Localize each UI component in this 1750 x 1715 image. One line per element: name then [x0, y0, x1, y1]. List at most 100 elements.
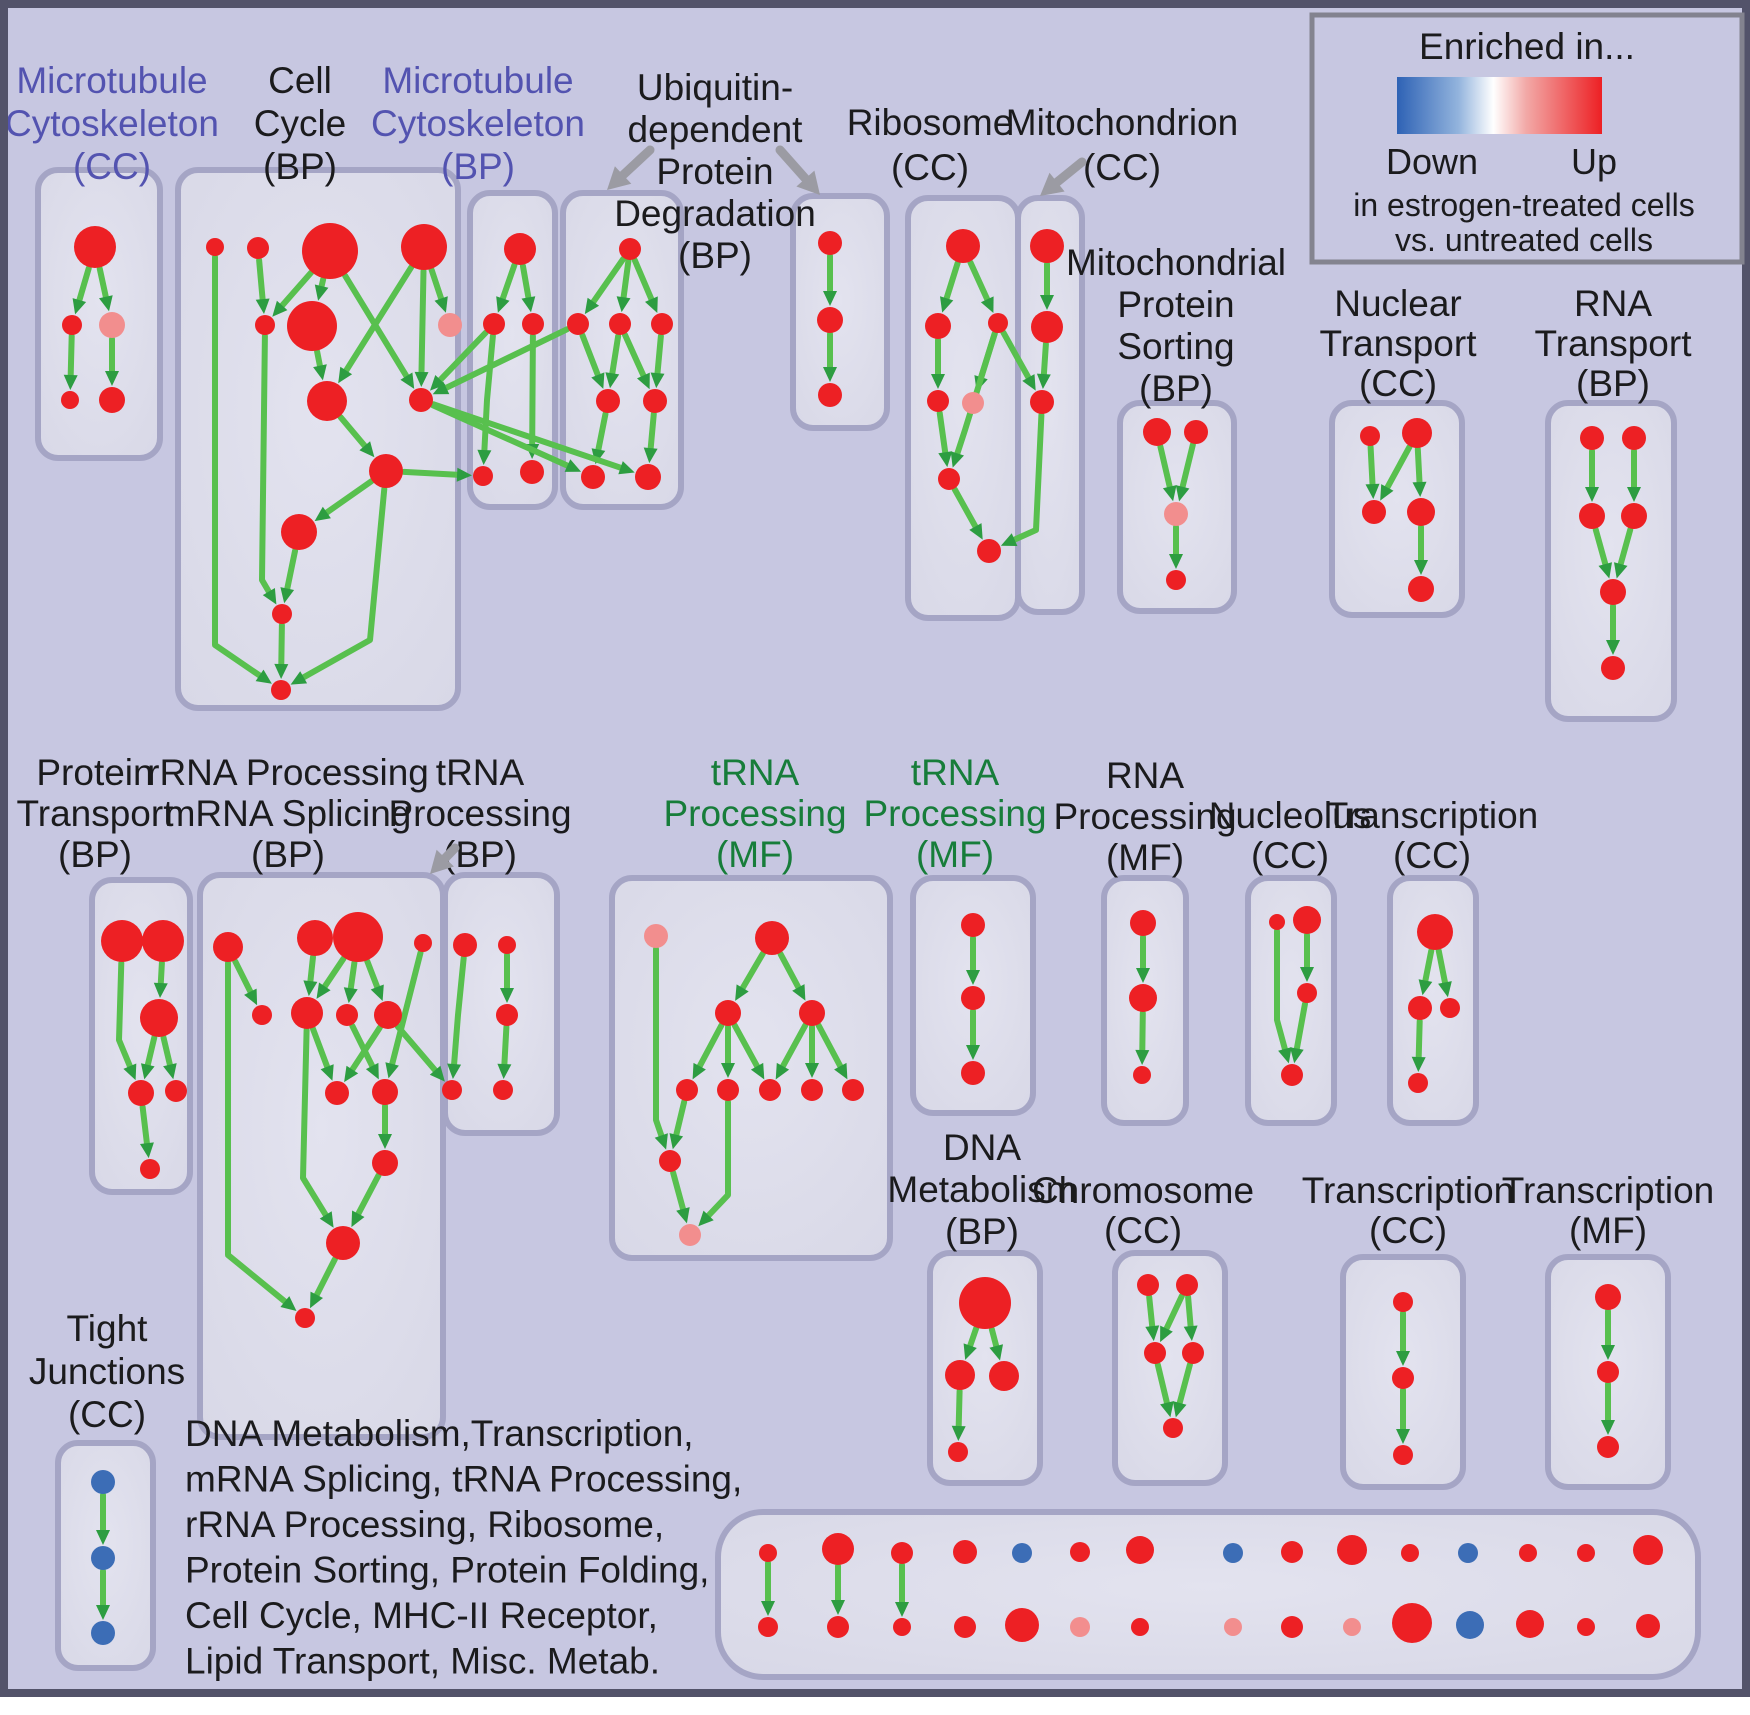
cluster-label: (BP) [263, 146, 337, 187]
go-term-node [1597, 1436, 1619, 1458]
cluster-label: Tight [67, 1308, 149, 1349]
edge-arrowhead-icon [584, 297, 600, 315]
cluster-box-nuc-transport [1329, 400, 1465, 618]
edge-arrowhead-icon [645, 296, 658, 313]
edge-arrowhead-icon [314, 506, 331, 522]
go-term-node [659, 1150, 681, 1172]
go-term-node [302, 223, 358, 279]
edge-arrowhead-icon [676, 1207, 690, 1224]
relation-edge [157, 960, 165, 986]
go-term-node [336, 1004, 358, 1026]
relation-edge [144, 1034, 158, 1068]
relation-edge [212, 254, 263, 679]
edge-arrowhead-icon [96, 1605, 110, 1620]
cluster-label: Protein [36, 752, 153, 793]
go-term-node [1417, 914, 1453, 950]
go-term-node [1577, 1544, 1595, 1562]
go-term-node [643, 389, 667, 413]
edge-arrowhead-icon [895, 1602, 909, 1617]
relation-edge [529, 333, 536, 447]
edge-arrowhead-icon [735, 984, 749, 1001]
go-term-node [369, 454, 403, 488]
go-term-node [1360, 426, 1380, 446]
relation-edge [160, 1034, 173, 1068]
cluster-label: (CC) [73, 146, 151, 187]
go-term-node [91, 1470, 115, 1494]
go-term-node [715, 1000, 741, 1026]
relation-edge [622, 331, 647, 379]
go-term-node [1408, 576, 1434, 602]
edge-arrowhead-icon [1135, 1049, 1150, 1065]
edge-arrowhead-icon [255, 298, 270, 314]
go-term-node [581, 465, 605, 489]
relation-edge [1435, 947, 1448, 986]
go-term-node [473, 466, 493, 486]
edge-arrowhead-icon [123, 1063, 137, 1081]
relation-edge [318, 276, 327, 290]
go-term-node [1137, 1274, 1159, 1296]
go-term-node [1281, 1541, 1303, 1563]
go-term-node [1126, 1536, 1154, 1564]
relation-edge [1185, 1294, 1194, 1330]
edge-arrowhead-icon [1022, 374, 1036, 391]
go-term-node [961, 986, 985, 1010]
edge-arrowhead-icon [1418, 979, 1433, 996]
go-term-node [74, 226, 116, 268]
cluster-box-misc [715, 1509, 1701, 1680]
edge-arrowhead-icon [989, 1344, 1003, 1361]
go-term-node [961, 1061, 985, 1085]
edge-arrowhead-icon [938, 451, 953, 468]
go-term-node [1600, 579, 1626, 605]
edge-arrowhead-icon [319, 1211, 334, 1228]
go-term-node [758, 1617, 778, 1637]
edge-arrowhead-icon [1000, 533, 1018, 546]
legend-gradient-bar [1397, 77, 1602, 134]
cluster-label: (BP) [1139, 368, 1213, 409]
go-term-node [1031, 311, 1063, 343]
pointer-arrowhead-icon [430, 849, 454, 874]
cluster-label: Ribosome [847, 102, 1014, 143]
edge-arrowhead-icon [1300, 967, 1314, 982]
go-term-node [372, 1150, 398, 1176]
cluster-label: tRNA [711, 752, 800, 793]
edge-arrowhead-icon [1606, 640, 1620, 655]
edge-arrowhead-icon [500, 988, 514, 1003]
edge-arrowhead-icon [1290, 1047, 1304, 1064]
cluster-label: (MF) [716, 834, 794, 875]
go-term-node [438, 313, 462, 337]
go-term-node [520, 460, 544, 484]
legend-caption-line1: in estrogen-treated cells [1353, 187, 1695, 223]
edge-arrowhead-icon [951, 1425, 966, 1441]
go-term-node [938, 468, 960, 490]
relation-edge [96, 265, 109, 300]
relation-edge [1176, 1361, 1193, 1406]
edge-arrowhead-icon [980, 296, 994, 313]
edge-arrowhead-icon [1160, 1401, 1174, 1418]
edge-arrowhead-icon [775, 1062, 790, 1080]
go-term-node [1456, 1611, 1484, 1639]
relation-edge [310, 1025, 331, 1070]
relation-edge [355, 1172, 382, 1217]
relation-edge [401, 468, 460, 478]
relation-edge [1367, 444, 1376, 487]
edge-arrowhead-icon [1160, 1325, 1173, 1343]
go-term-node [247, 237, 269, 259]
cluster-label: rRNA Processing [147, 752, 429, 793]
cluster-label: Cycle [254, 103, 347, 144]
go-term-node [307, 381, 347, 421]
relation-edge [116, 960, 133, 1070]
go-term-node [206, 238, 224, 256]
cluster-label: DNA [943, 1127, 1021, 1168]
relation-edge [988, 1326, 1000, 1349]
relation-edge [256, 257, 266, 303]
cluster-label: (CC) [1083, 147, 1161, 188]
go-term-node [453, 933, 477, 957]
label-pointer-arrow [775, 145, 810, 184]
go-term-node [891, 1542, 913, 1564]
go-term-node [442, 1080, 462, 1100]
cluster-label: Transcription [1302, 1170, 1514, 1211]
go-term-node [1184, 420, 1208, 444]
cluster-label: Transcription [1502, 1170, 1714, 1211]
edge-arrowhead-icon [477, 449, 492, 465]
